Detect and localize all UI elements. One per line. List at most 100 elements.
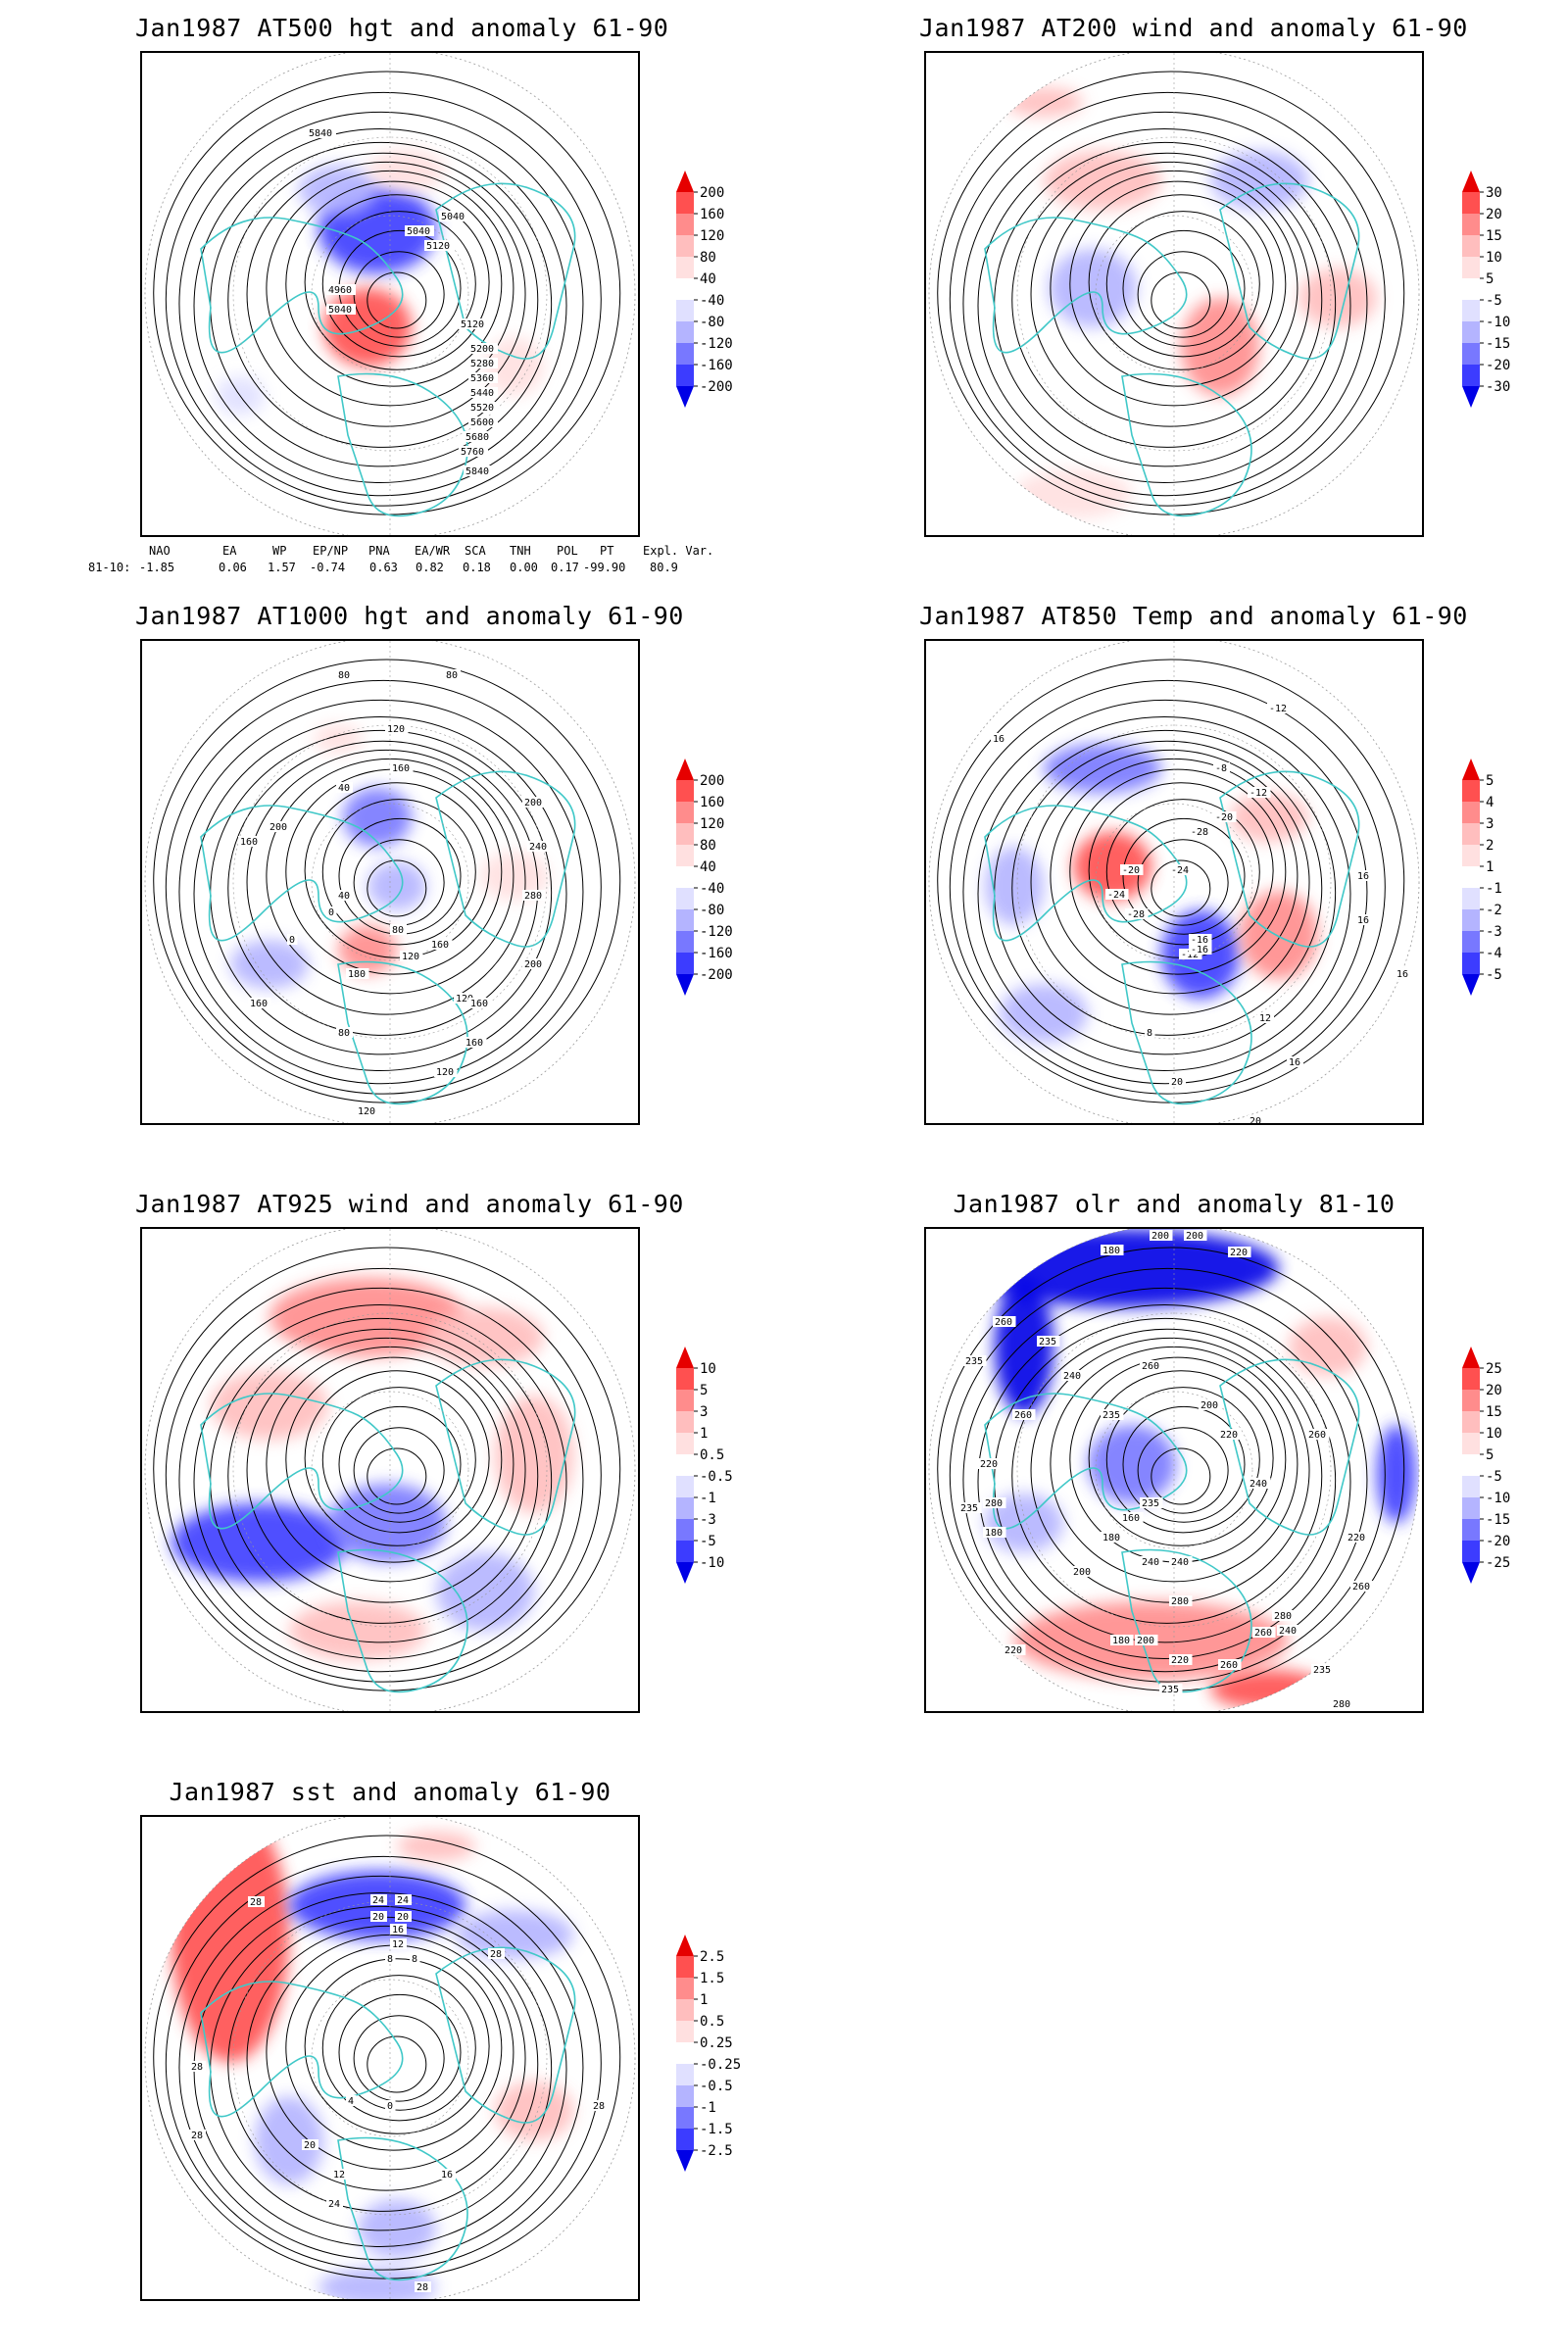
legend-bar: 200 160 120 80 40 -40 -80 -120 -160 -200 [676,171,733,408]
contour-line [962,1287,1368,1673]
legend-level-label: -2 [1486,903,1502,918]
legend-swatch [676,1368,694,1390]
legend-level-label: -160 [700,946,733,961]
legend-level-label: -20 [1486,1534,1510,1549]
contour-label-bg [1140,1360,1163,1371]
map-canvas: 80 80120160402002402001602804008012016018… [144,641,636,1123]
contour-label: 5200 [470,344,494,355]
index-header-tnh: TNH [510,544,531,558]
anomaly-shading [995,1278,1054,1415]
contour-label-bg [468,343,498,354]
contour-label-bg [1199,1399,1222,1410]
contour-label: 40 [338,891,350,902]
contour-label: -12 [1181,950,1199,960]
legend-swatch [676,1411,694,1433]
contour-label-bg [1003,1644,1026,1655]
contour-label-bg [468,402,498,413]
contour-label-bg [1395,968,1411,979]
legend-level-label: -160 [700,358,733,373]
contour-label-bg [1184,1230,1207,1241]
legend-swatch [676,2107,694,2129]
contour-label: 200 [270,822,287,833]
contour-label-bg [307,127,336,138]
anomaly-shading [358,2199,436,2258]
contour-label: 28 [191,2062,203,2073]
legend-swatch [1462,780,1480,802]
legend-swatch [676,759,694,780]
contour-label: -24 [1171,865,1189,876]
contour-line [178,1875,584,2261]
contour-label-bg [1140,1497,1163,1508]
contour-line [165,1855,602,2271]
legend-level-label: 160 [700,795,724,810]
contour-line [193,715,567,1071]
polar-map: 180 200 200 220 235 260 235 240 260 235 200 220 260 2… [924,1227,1424,1713]
legend-level-label: 2 [1486,838,1494,854]
contour-line [1030,749,1310,1015]
contour-label-bg [1061,1370,1085,1381]
coastline [1219,182,1360,360]
color-legend: 5 4 3 2 1 -1 -2 -3 -4 -5 [1462,739,1541,1023]
contour-label-bg [336,890,353,901]
contour-line [1069,768,1287,975]
contour-label: 200 [1073,1567,1091,1578]
contour-label: 200 [1186,1231,1203,1242]
map-content [937,71,1405,518]
contour-line [1105,211,1260,358]
contour-line [1122,817,1246,935]
contour-line [1151,271,1211,329]
contour-label: 4960 [328,285,352,296]
contour-label: 180 [348,969,366,980]
contour-label-bg [522,890,546,901]
legend-swatch [1462,214,1480,235]
legend-swatch [676,1390,694,1411]
contour-label: 16 [441,2170,453,2180]
contour-label-bg [439,2169,456,2180]
legend-swatch [676,321,694,343]
contour-line [338,1405,462,1523]
anomaly-shading [1088,1425,1176,1503]
legend-level-label: -10 [1486,315,1510,330]
contour-label-bg [468,998,492,1008]
legend-level-label: -3 [700,1512,716,1528]
coastline [1219,770,1360,948]
contour-label: 12 [333,2170,345,2180]
index-header-pt: PT [600,544,614,558]
contour-label: 16 [1357,871,1369,882]
contour-label-bg [346,2095,357,2106]
legend-swatch [676,2085,694,2107]
anomaly-shading [299,166,377,215]
contour-label: 180 [1102,1246,1120,1256]
legend-level-label: 30 [1486,185,1502,201]
contour-line [321,799,476,946]
color-legend: 10 5 3 1 0.5 -0.5 -1 -3 -5 -10 [676,1327,755,1611]
legend-swatch [1462,386,1480,408]
map-content [153,1817,621,2299]
contour-line [367,859,427,917]
contour-label-bg [1287,1056,1303,1067]
legend-level-label: 120 [700,228,724,244]
contour-label: 220 [1348,1533,1365,1544]
anomaly-shading [1004,87,1083,117]
contour-line [165,679,602,1095]
contour-label: 40 [338,783,350,794]
index-value-eawr: 0.82 [416,561,444,574]
legend-level-label: 10 [1486,1426,1502,1442]
contour-label-bg [522,958,546,969]
contour-label: 235 [965,1356,983,1367]
contour-label-bg [468,358,498,368]
contour-label: -16 [1191,935,1208,946]
contour-label: 240 [1142,1557,1159,1568]
contour-label-bg [1213,762,1230,773]
contour-line [367,1447,427,1505]
legend-swatch [676,2064,694,2085]
anomaly-shading [211,1371,328,1440]
contour-line [227,740,539,1036]
contour-label-bg [1331,1698,1354,1709]
contour-line [304,782,490,958]
color-legend: 25 20 15 10 5 -5 -10 -15 -20 -25 [1462,1327,1541,1611]
contour-label: 80 [392,925,404,936]
anomaly-shading [1049,249,1137,327]
legend-level-label: -10 [1486,1491,1510,1506]
